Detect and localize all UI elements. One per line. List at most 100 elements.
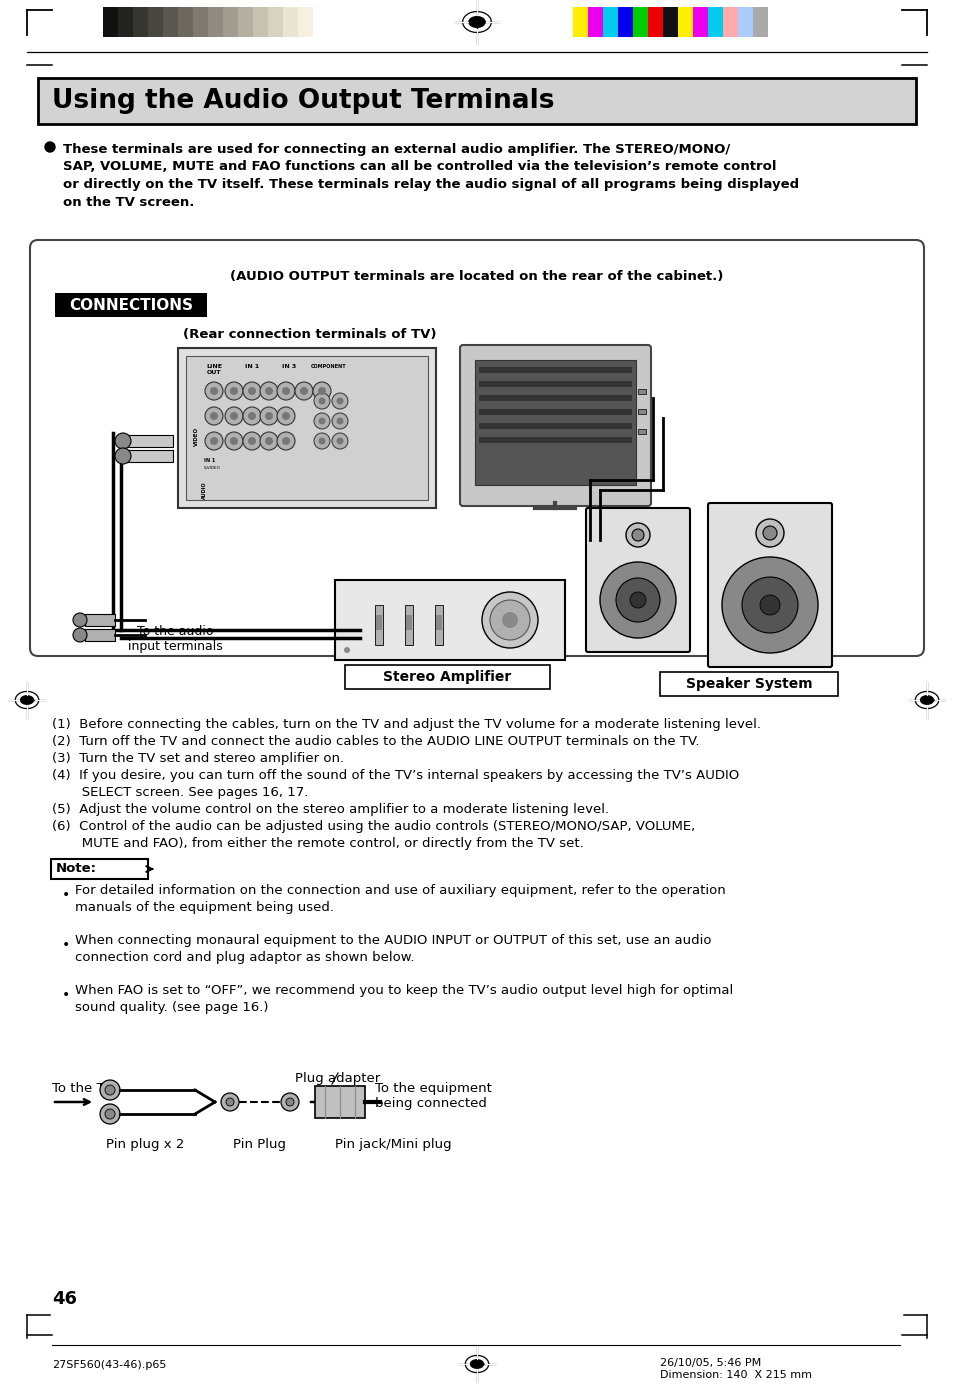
Circle shape <box>299 388 308 395</box>
Bar <box>752 7 767 38</box>
Circle shape <box>260 432 277 450</box>
Bar <box>283 7 297 38</box>
Text: or directly on the TV itself. These terminals relay the audio signal of all prog: or directly on the TV itself. These term… <box>63 178 799 191</box>
Bar <box>587 7 602 38</box>
Circle shape <box>282 413 290 420</box>
Circle shape <box>205 382 223 400</box>
Circle shape <box>221 1093 239 1111</box>
Text: To the audio
input terminals: To the audio input terminals <box>128 625 222 652</box>
FancyBboxPatch shape <box>51 859 148 880</box>
Circle shape <box>294 382 313 400</box>
Text: 26/10/05, 5:46 PM
Dimension: 140  X 215 mm: 26/10/05, 5:46 PM Dimension: 140 X 215 m… <box>659 1358 811 1380</box>
Circle shape <box>73 613 87 627</box>
Bar <box>375 615 381 630</box>
Bar <box>573 7 587 38</box>
Circle shape <box>73 629 87 643</box>
Circle shape <box>276 382 294 400</box>
Circle shape <box>276 407 294 425</box>
Circle shape <box>741 577 797 633</box>
Text: COMPONENT: COMPONENT <box>311 364 347 369</box>
Text: Note:: Note: <box>56 863 97 875</box>
Circle shape <box>755 519 783 546</box>
Bar <box>237 7 253 38</box>
Ellipse shape <box>20 696 34 705</box>
Bar <box>638 429 645 434</box>
Bar <box>123 435 172 447</box>
Text: (AUDIO OUTPUT terminals are located on the rear of the cabinet.): (AUDIO OUTPUT terminals are located on t… <box>230 270 723 283</box>
FancyBboxPatch shape <box>30 240 923 657</box>
Text: Pin plug x 2: Pin plug x 2 <box>106 1138 184 1151</box>
Circle shape <box>314 393 330 408</box>
Bar <box>208 7 223 38</box>
Bar <box>223 7 237 38</box>
Bar <box>335 580 564 659</box>
Bar <box>662 7 678 38</box>
Text: connection cord and plug adaptor as shown below.: connection cord and plug adaptor as show… <box>75 951 414 965</box>
Circle shape <box>332 434 348 449</box>
Bar <box>314 1086 365 1118</box>
Ellipse shape <box>919 696 933 705</box>
Circle shape <box>260 407 277 425</box>
Ellipse shape <box>469 1359 484 1369</box>
Text: To the equipment
being connected: To the equipment being connected <box>375 1082 492 1110</box>
Circle shape <box>282 388 290 395</box>
Bar <box>478 436 631 443</box>
FancyBboxPatch shape <box>585 507 689 652</box>
Circle shape <box>260 382 277 400</box>
Circle shape <box>115 447 131 464</box>
Text: IN 1: IN 1 <box>204 459 215 463</box>
Bar <box>132 7 148 38</box>
Bar <box>186 355 428 500</box>
Bar <box>85 613 115 626</box>
Circle shape <box>317 388 326 395</box>
Bar <box>478 395 631 401</box>
Circle shape <box>625 523 649 546</box>
Bar <box>638 408 645 414</box>
Text: When connecting monaural equipment to the AUDIO INPUT or OUTPUT of this set, use: When connecting monaural equipment to th… <box>75 934 711 947</box>
Circle shape <box>210 436 218 445</box>
Circle shape <box>115 434 131 449</box>
Text: MUTE and FAO), from either the remote control, or directly from the TV set.: MUTE and FAO), from either the remote co… <box>52 836 583 850</box>
Text: S-VIDEO: S-VIDEO <box>204 466 221 470</box>
Circle shape <box>282 436 290 445</box>
Text: Plug adapter: Plug adapter <box>295 1072 380 1085</box>
Circle shape <box>265 388 273 395</box>
Text: on the TV screen.: on the TV screen. <box>63 195 194 209</box>
Text: When FAO is set to “OFF”, we recommend you to keep the TV’s audio output level h: When FAO is set to “OFF”, we recommend y… <box>75 984 733 997</box>
Bar <box>178 348 436 507</box>
Circle shape <box>225 382 243 400</box>
Text: •: • <box>62 888 71 902</box>
Bar <box>618 7 633 38</box>
Circle shape <box>336 397 343 404</box>
Text: These terminals are used for connecting an external audio amplifier. The STEREO/: These terminals are used for connecting … <box>63 144 729 156</box>
Circle shape <box>243 407 261 425</box>
Bar <box>118 7 132 38</box>
Bar <box>38 78 915 124</box>
Circle shape <box>225 432 243 450</box>
Circle shape <box>210 388 218 395</box>
Bar <box>148 7 163 38</box>
Circle shape <box>225 407 243 425</box>
Circle shape <box>314 413 330 429</box>
Text: 46: 46 <box>470 1361 483 1370</box>
Circle shape <box>332 393 348 408</box>
Bar <box>738 7 752 38</box>
Bar <box>123 450 172 461</box>
Circle shape <box>762 526 776 539</box>
Bar <box>722 7 738 38</box>
Circle shape <box>248 436 255 445</box>
Circle shape <box>265 413 273 420</box>
Text: manuals of the equipment being used.: manuals of the equipment being used. <box>75 901 334 914</box>
Text: VIDEO: VIDEO <box>193 427 198 446</box>
Bar <box>253 7 268 38</box>
Circle shape <box>230 413 237 420</box>
Circle shape <box>599 562 676 638</box>
Text: IN 3: IN 3 <box>281 364 295 369</box>
Circle shape <box>248 388 255 395</box>
Text: SELECT screen. See pages 16, 17.: SELECT screen. See pages 16, 17. <box>52 786 308 799</box>
Bar <box>85 629 115 641</box>
Circle shape <box>631 528 643 541</box>
Bar <box>297 7 313 38</box>
Text: Pin jack/Mini plug: Pin jack/Mini plug <box>335 1138 451 1151</box>
Circle shape <box>226 1098 233 1105</box>
